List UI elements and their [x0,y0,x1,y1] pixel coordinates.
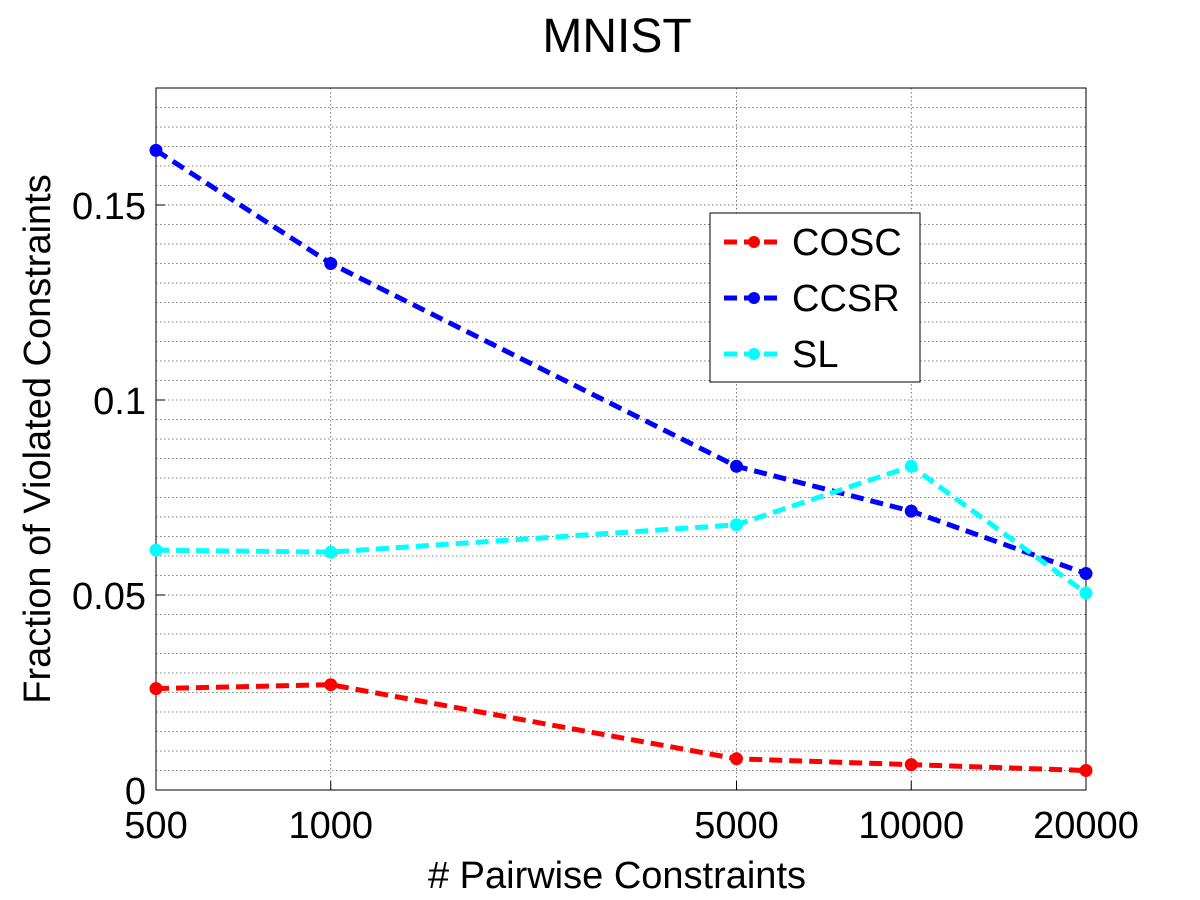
data-point-ccsr [324,257,338,270]
series-cosc [149,678,1093,777]
x-tick-label: 5000 [694,805,779,847]
grid [155,88,1087,790]
series-line-ccsr [154,148,1087,576]
data-point-cosc [730,752,744,766]
legend-marker-cosc [748,236,760,248]
data-point-cosc [149,682,163,696]
chart-title: MNIST [542,10,691,63]
series-ccsr [149,143,1093,581]
series-line-cosc [155,682,1087,773]
data-point-ccsr [149,143,163,157]
legend-label-cosc: COSC [792,222,902,264]
y-axis: 0 0.05 0.1 0.15 [72,186,165,813]
data-point-sl [904,459,918,473]
data-point-cosc [1079,764,1093,777]
series-sl [149,459,1093,600]
x-axis: 500 1000 5000 10000 20000 [124,781,1139,847]
y-axis-label: Fraction of Violated Constraints [17,174,59,703]
x-tick-label: 1000 [288,805,373,847]
legend: COSC CCSR SL [709,212,921,383]
y-tick-label: 0.15 [72,186,146,228]
data-point-cosc [324,678,338,692]
x-axis-label: # Pairwise Constraints [428,855,806,897]
data-point-sl [324,545,338,559]
x-tick-label: 10000 [858,805,964,847]
series-group [149,143,1093,777]
data-point-ccsr [1079,567,1093,581]
data-point-ccsr [730,459,744,473]
data-point-cosc [904,758,918,772]
y-tick-label: 0 [125,771,146,813]
x-tick-label: 500 [124,805,187,847]
data-point-sl [149,543,163,557]
plot-frame [155,87,1087,791]
legend-marker-ccsr [748,292,760,304]
legend-label-sl: SL [792,334,838,376]
series-line-sl [155,463,1088,596]
legend-marker-sl [748,348,760,360]
data-point-sl [730,518,744,532]
y-tick-label: 0.1 [93,381,146,423]
y-tick-label: 0.05 [72,576,146,618]
x-tick-label: 20000 [1033,805,1139,847]
legend-label-ccsr: CCSR [792,278,900,320]
data-point-ccsr [904,504,918,518]
data-point-sl [1079,586,1093,600]
